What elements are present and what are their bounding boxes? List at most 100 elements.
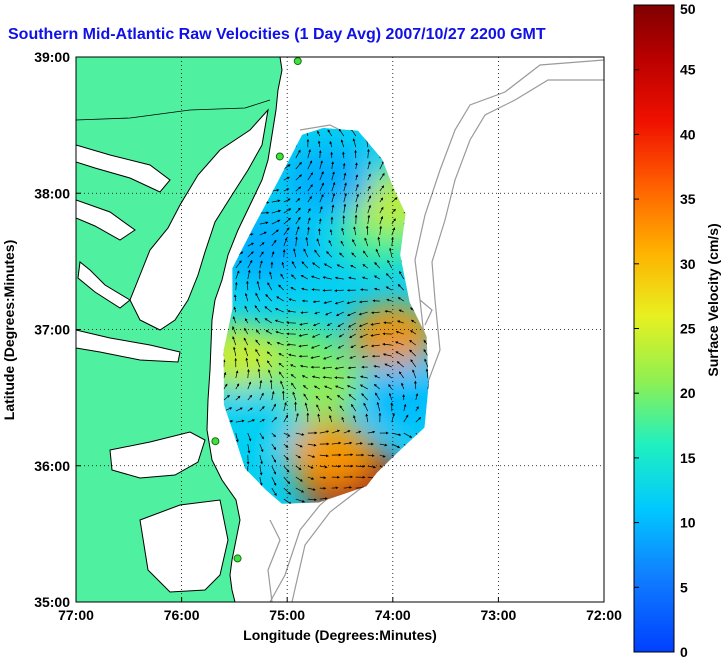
velocity-vector xyxy=(350,344,356,348)
velocity-vector xyxy=(298,333,308,337)
velocity-vector xyxy=(340,139,345,148)
velocity-vector xyxy=(376,401,381,412)
velocity-vector xyxy=(259,477,263,487)
velocity-vector xyxy=(319,430,330,434)
velocity-vector xyxy=(337,322,344,327)
velocity-vector xyxy=(233,346,237,357)
velocity-vector xyxy=(334,300,344,305)
velocity-vector xyxy=(232,326,237,335)
velocity-vector xyxy=(310,344,320,349)
velocity-vector xyxy=(255,329,261,335)
velocity-vector xyxy=(355,162,358,170)
velocity-vector xyxy=(244,347,249,357)
velocity-vector xyxy=(398,371,405,379)
velocity-vector xyxy=(388,392,393,401)
velocity-vector xyxy=(415,417,422,423)
velocity-vector xyxy=(288,353,296,357)
velocity-vector xyxy=(326,322,332,326)
velocity-vector xyxy=(271,476,277,486)
velocity-vector xyxy=(409,349,417,357)
velocity-vector xyxy=(259,419,265,423)
velocity-vector xyxy=(386,373,393,379)
velocity-vector xyxy=(319,454,329,458)
velocity-vector xyxy=(384,310,392,313)
velocity-vector xyxy=(359,333,368,338)
velocity-vector xyxy=(234,281,238,291)
velocity-vector xyxy=(290,274,297,280)
velocity-vector xyxy=(315,395,321,401)
velocity-vector xyxy=(259,443,264,453)
velocity-vector xyxy=(391,236,394,247)
velocity-vector xyxy=(398,309,404,313)
velocity-vector xyxy=(278,284,285,291)
velocity-vector xyxy=(337,344,344,349)
velocity-vector xyxy=(355,442,363,445)
velocity-vector xyxy=(304,402,309,412)
velocity-vector xyxy=(235,395,241,401)
velocity-vector xyxy=(317,130,321,137)
velocity-vector xyxy=(373,383,381,390)
velocity-vector xyxy=(395,330,404,335)
velocity-vector xyxy=(391,208,396,214)
velocity-vector xyxy=(370,344,380,348)
velocity-vector xyxy=(329,414,333,423)
james-river xyxy=(76,329,181,363)
velocity-vector xyxy=(349,355,356,359)
velocity-vector xyxy=(339,252,345,258)
velocity-vector xyxy=(295,454,302,459)
velocity-vector xyxy=(409,339,417,346)
velocity-vector xyxy=(264,318,272,324)
velocity-vector xyxy=(257,368,261,379)
velocity-vector xyxy=(235,419,245,423)
colorbar-tick-label: 15 xyxy=(680,450,696,466)
velocity-vector xyxy=(383,321,392,325)
velocity-vector xyxy=(367,161,371,170)
plot-area xyxy=(76,57,604,602)
velocity-vector xyxy=(397,297,404,302)
velocity-vector xyxy=(283,198,291,203)
state-border xyxy=(76,99,271,121)
velocity-vector xyxy=(367,173,371,181)
velocity-vector xyxy=(403,403,407,412)
velocity-vector xyxy=(259,231,267,236)
velocity-vector xyxy=(278,371,285,379)
velocity-vector xyxy=(361,393,369,401)
velocity-vector xyxy=(266,360,273,368)
velocity-vector xyxy=(322,376,332,379)
velocity-vector xyxy=(289,364,296,368)
x-tick-label: 77:00 xyxy=(58,607,94,623)
velocity-vector xyxy=(312,262,321,269)
velocity-vector xyxy=(367,195,372,203)
velocity-vector xyxy=(360,375,368,379)
velocity-vector xyxy=(384,363,392,368)
velocity-vector xyxy=(362,250,369,258)
velocity-vector xyxy=(360,344,368,349)
y-tick-label: 39:00 xyxy=(34,49,70,65)
velocity-vector xyxy=(353,415,357,423)
velocity-vector xyxy=(337,394,345,401)
y-tick-label: 36:00 xyxy=(34,458,70,474)
velocity-vector xyxy=(348,394,357,401)
velocity-vector xyxy=(336,355,344,360)
velocity-vector xyxy=(318,228,321,236)
velocity-vector xyxy=(307,465,314,469)
velocity-vector xyxy=(271,403,276,412)
velocity-vector xyxy=(319,171,324,181)
velocity-vector xyxy=(271,199,281,203)
velocity-vector xyxy=(232,316,237,324)
velocity-vector xyxy=(322,355,332,360)
velocity-vector xyxy=(319,206,323,214)
velocity-vector xyxy=(245,357,249,368)
radar-station-marker xyxy=(211,437,220,446)
velocity-vector xyxy=(343,192,347,203)
velocity-vector xyxy=(278,353,284,357)
colorbar-tick-label: 30 xyxy=(680,256,696,272)
velocity-vector xyxy=(295,161,302,170)
velocity-vector xyxy=(295,476,303,482)
velocity-vector xyxy=(266,341,273,346)
potomac-river xyxy=(77,261,131,309)
velocity-vector xyxy=(232,336,237,346)
velocity-vector xyxy=(347,322,356,328)
x-tick-label: 73:00 xyxy=(480,607,516,623)
velocity-vector xyxy=(331,192,336,203)
